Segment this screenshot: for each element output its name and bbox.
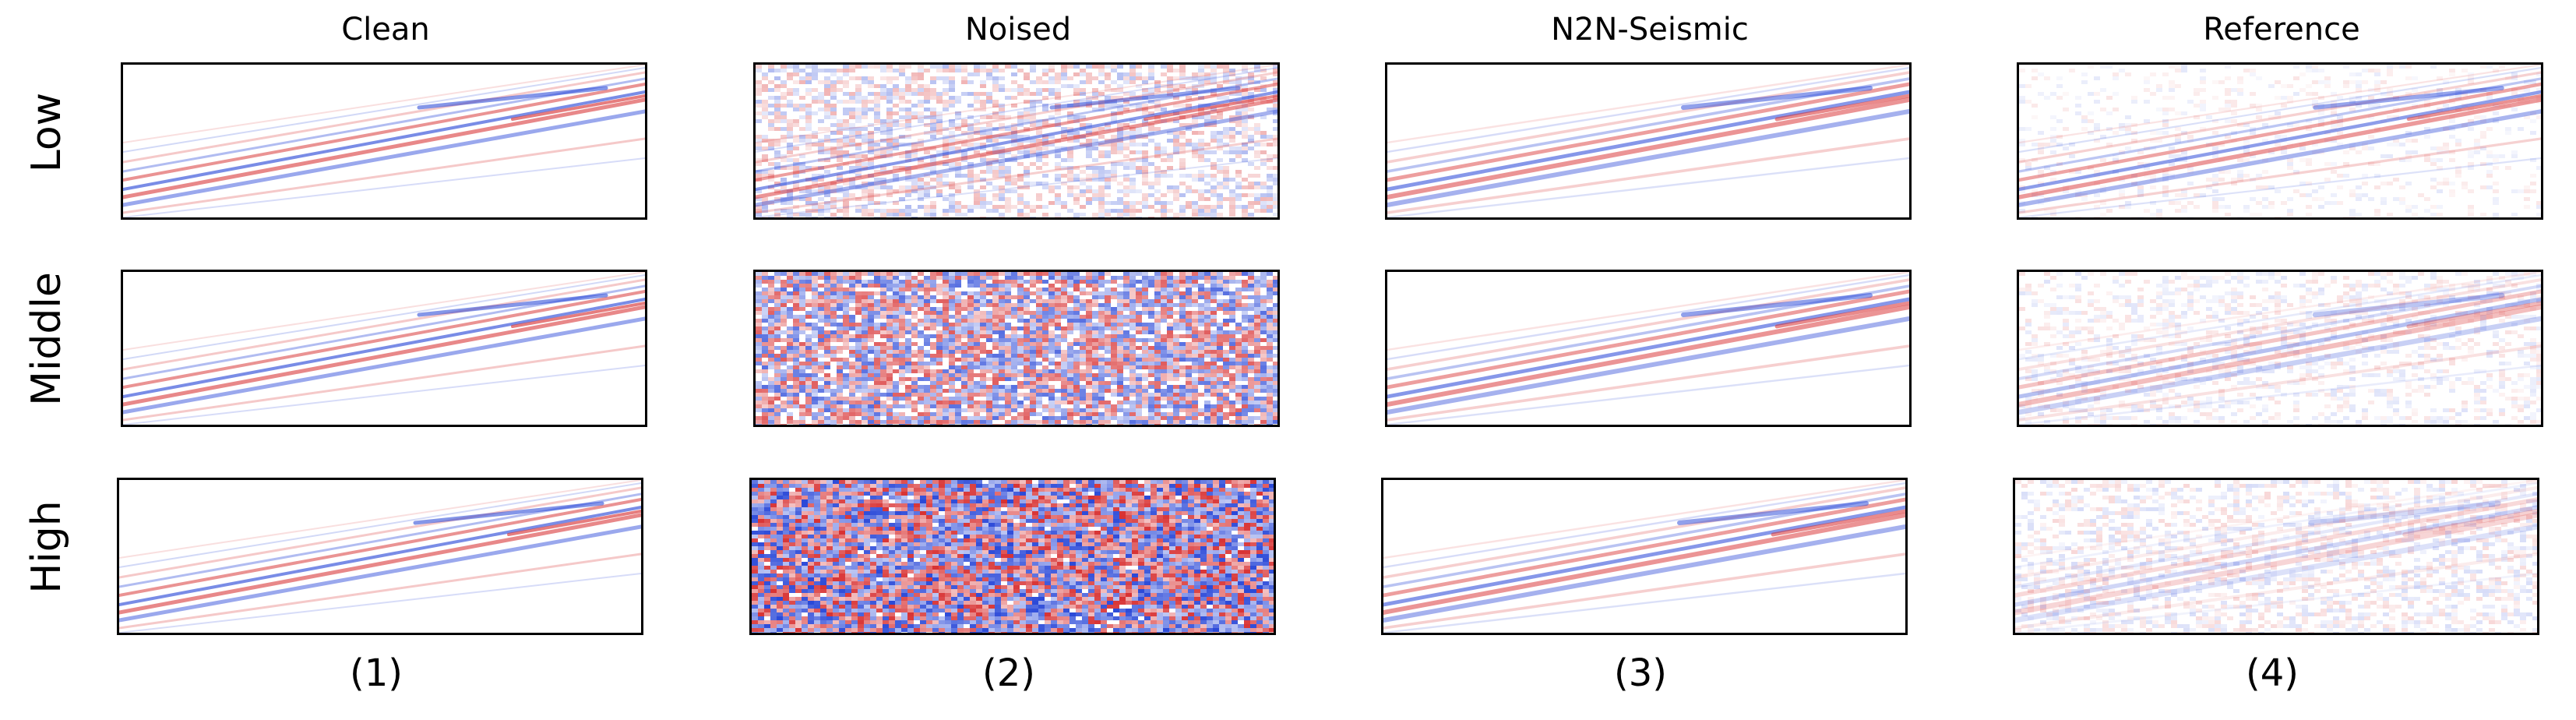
panel-low-noised	[753, 62, 1280, 220]
panel-low-clean	[121, 62, 647, 220]
row-label-low: Low	[23, 92, 70, 173]
column-title-noised: Noised	[964, 12, 1072, 48]
row-label-high: High	[23, 500, 70, 594]
panel-middle-clean	[121, 270, 647, 427]
panel-middle-reference	[2017, 270, 2543, 427]
panel-high-n2n-seismic	[1381, 478, 1908, 635]
column-title-reference: Reference	[2203, 12, 2360, 48]
column-title-n2n-seismic: N2N-Seismic	[1551, 12, 1749, 48]
panel-middle-noised	[753, 270, 1280, 427]
caption-2: (2)	[982, 651, 1035, 695]
panel-low-n2n-seismic	[1385, 62, 1912, 220]
panel-low-reference	[2017, 62, 2543, 220]
panel-high-noised	[749, 478, 1276, 635]
column-title-clean: Clean	[341, 12, 430, 48]
caption-3: (3)	[1614, 651, 1667, 695]
panel-high-reference	[2013, 478, 2539, 635]
panel-middle-n2n-seismic	[1385, 270, 1912, 427]
caption-1: (1)	[350, 651, 403, 695]
row-label-middle: Middle	[23, 272, 70, 406]
panel-high-clean	[117, 478, 643, 635]
caption-4: (4)	[2246, 651, 2299, 695]
